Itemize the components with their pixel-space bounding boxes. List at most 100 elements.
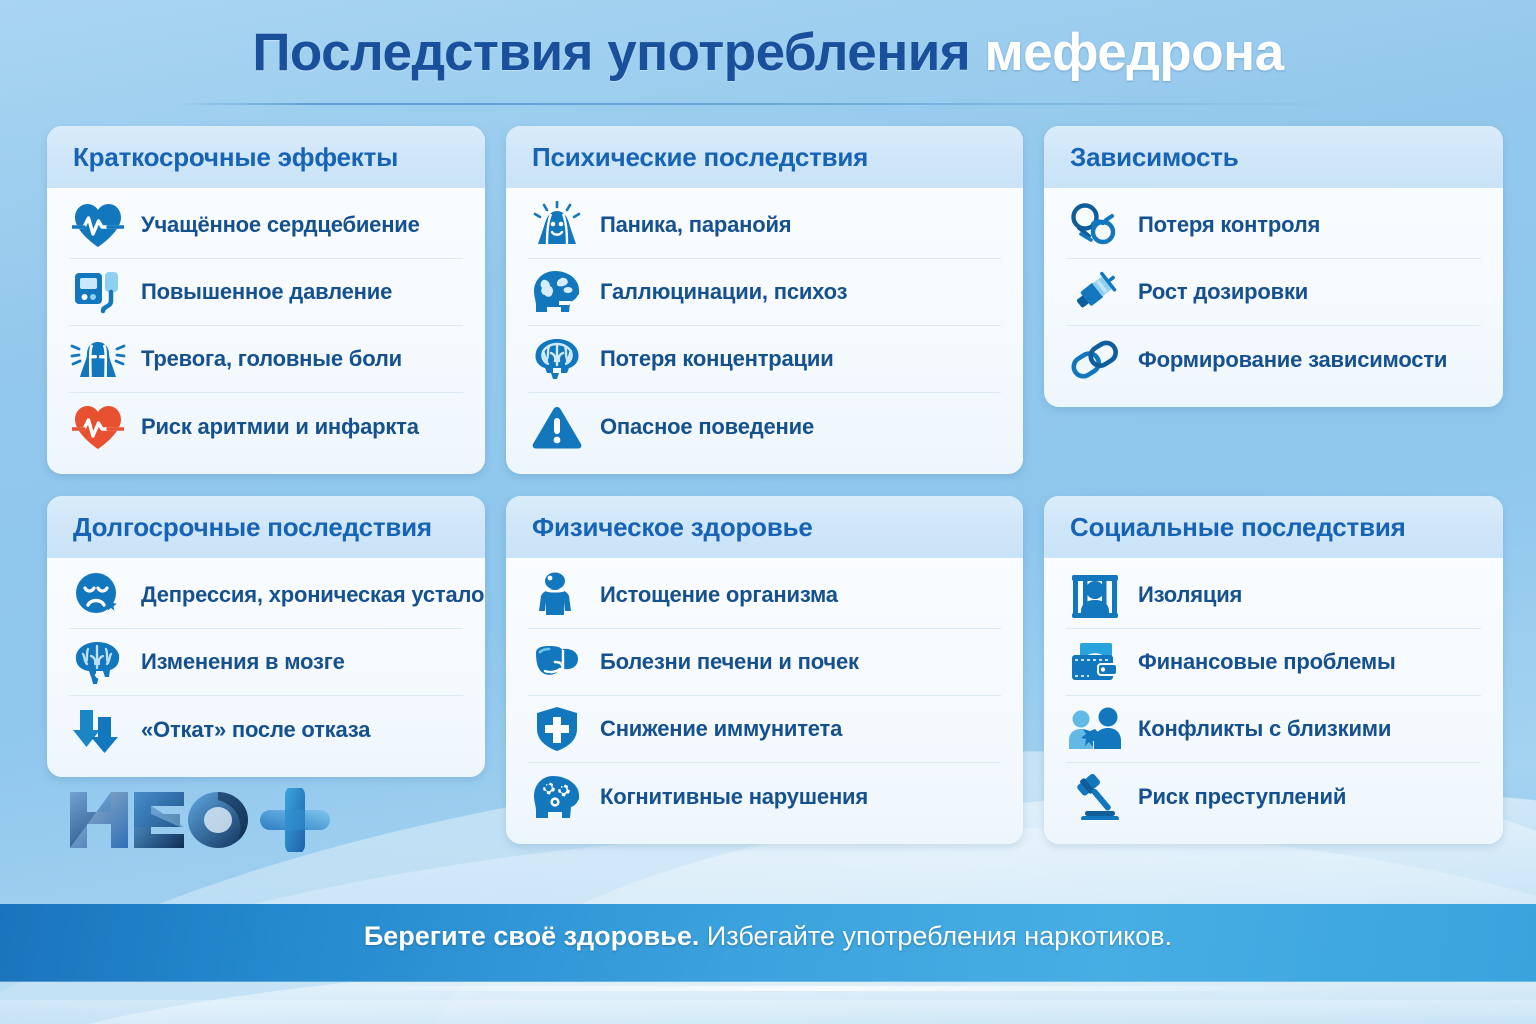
panic-figure-icon bbox=[528, 197, 586, 253]
card-body: Учащённое сердцебиение Повышенное bbox=[47, 188, 485, 474]
people-conflict-icon bbox=[1066, 701, 1124, 757]
card-long-term-consequences: Долгосрочные последствия Депрессия, хрон… bbox=[47, 496, 485, 777]
list-item[interactable]: Болезни печени и почек bbox=[528, 629, 1001, 696]
heart-pulse-icon bbox=[69, 197, 127, 253]
brand-logo bbox=[66, 785, 336, 855]
card-physical-health: Физическое здоровье Истощение организма bbox=[506, 496, 1023, 844]
heart-pulse-red-icon bbox=[69, 399, 127, 455]
list-item[interactable]: Тревога, головные боли bbox=[69, 326, 463, 393]
card-header: Физическое здоровье bbox=[506, 496, 1023, 558]
warning-triangle-icon bbox=[528, 399, 586, 455]
card-title: Зависимость bbox=[1070, 142, 1239, 172]
list-item-label: Риск аритмии и инфаркта bbox=[141, 413, 419, 439]
card-title: Физическое здоровье bbox=[532, 512, 813, 542]
list-item-label: Изоляция bbox=[1138, 582, 1243, 607]
list-item-label: Потеря контроля bbox=[1138, 212, 1321, 237]
list-item-label: Болезни печени и почек bbox=[600, 649, 859, 674]
card-addiction: Зависимость Потеря контроля bbox=[1044, 126, 1503, 407]
list-item[interactable]: Изоляция bbox=[1066, 562, 1481, 629]
list-item[interactable]: Финансовые проблемы bbox=[1066, 629, 1481, 696]
list-item-label: Учащённое сердцебиение bbox=[141, 212, 420, 237]
list-item[interactable]: Учащённое сердцебиение bbox=[69, 192, 463, 259]
person-behind-bars-icon bbox=[1066, 567, 1124, 623]
card-body: Истощение организма Болезни печен bbox=[506, 558, 1023, 844]
list-item[interactable]: Риск аритмии и инфаркта bbox=[69, 393, 463, 460]
list-item[interactable]: Паника, паранойя bbox=[528, 192, 1001, 259]
card-header: Долгосрочные последствия bbox=[47, 496, 485, 558]
page-title-accent: мефедрона bbox=[984, 23, 1284, 82]
card-title: Психические последствия bbox=[532, 142, 869, 172]
brain-icon bbox=[528, 331, 586, 387]
list-item[interactable]: Рост дозировки bbox=[1066, 259, 1481, 326]
list-item-label: Рост дозировки bbox=[1138, 279, 1309, 304]
down-arrows-icon bbox=[69, 702, 127, 758]
footer-message-bold: Берегите своё здоровье. bbox=[363, 921, 700, 951]
list-item[interactable]: «Откат» после отказа bbox=[69, 696, 463, 763]
footer-band bbox=[0, 904, 1536, 982]
list-item[interactable]: Потеря концентрации bbox=[528, 326, 1001, 393]
list-item[interactable]: Опасное поведение bbox=[528, 393, 1001, 460]
list-item-label: Когнитивные нарушения bbox=[600, 783, 869, 809]
wallet-card-icon bbox=[1066, 634, 1124, 690]
card-header: Социальные последствия bbox=[1044, 496, 1503, 558]
list-item-label: Формирование зависимости bbox=[1138, 346, 1448, 372]
footer-message: Берегите своё здоровье. Избегайте употре… bbox=[0, 921, 1536, 952]
syringe-icon bbox=[1066, 264, 1124, 320]
list-item-label: Повышенное давление bbox=[141, 279, 393, 304]
list-item[interactable]: Снижение иммунитета bbox=[528, 696, 1001, 763]
list-item[interactable]: Конфликты с близкими bbox=[1066, 696, 1481, 763]
card-mental-consequences: Психические последствия bbox=[506, 126, 1023, 474]
card-header: Психические последствия bbox=[506, 126, 1023, 188]
list-item-label: Потеря концентрации bbox=[600, 346, 834, 371]
card-title: Краткосрочные эффекты bbox=[73, 142, 399, 172]
card-title: Долгосрочные последствия bbox=[73, 512, 432, 542]
list-item-label: Тревога, головные боли bbox=[141, 346, 402, 371]
card-header: Зависимость bbox=[1044, 126, 1503, 188]
list-item[interactable]: Потеря контроля bbox=[1066, 192, 1481, 259]
card-title: Социальные последствия bbox=[1070, 512, 1406, 542]
list-item[interactable]: Изменения в мозге bbox=[69, 629, 463, 696]
list-item-label: Конфликты с близкими bbox=[1138, 716, 1392, 741]
list-item-label: Депрессия, хроническая усталость bbox=[141, 582, 485, 607]
footer-shine bbox=[260, 986, 1360, 991]
page-title-primary: Последствия употребления bbox=[252, 23, 985, 82]
list-item[interactable]: Риск преступлений bbox=[1066, 763, 1481, 830]
background-wave-5 bbox=[0, 1000, 1536, 1024]
page-title: Последствия употребления мефедрона bbox=[0, 22, 1536, 83]
list-item-label: Изменения в мозге bbox=[141, 649, 345, 674]
handcuffs-icon bbox=[1066, 197, 1124, 253]
title-divider bbox=[175, 103, 1361, 105]
list-item[interactable]: Истощение организма bbox=[528, 562, 1001, 629]
gavel-icon bbox=[1066, 769, 1124, 825]
list-item-label: Истощение организма bbox=[600, 582, 838, 607]
card-short-term-effects: Краткосрочные эффекты Учащённое сердцеби… bbox=[47, 126, 485, 474]
list-item[interactable]: Галлюцинации, психоз bbox=[528, 259, 1001, 326]
card-body: Паника, паранойя Галлюцинации, пс bbox=[506, 188, 1023, 474]
footer-message-regular: Избегайте употребления наркотиков. bbox=[699, 921, 1173, 951]
head-hallucination-icon bbox=[528, 264, 586, 320]
shield-cross-icon bbox=[528, 701, 586, 757]
card-body: Депрессия, хроническая усталость Изменен… bbox=[47, 558, 485, 777]
list-item-label: Риск преступлений bbox=[1138, 783, 1347, 809]
list-item-label: Галлюцинации, психоз bbox=[600, 279, 848, 304]
card-body: Изоляция Финансовы bbox=[1044, 558, 1503, 844]
list-item[interactable]: Повышенное давление bbox=[69, 259, 463, 326]
head-gears-icon bbox=[528, 769, 586, 825]
brain-tree-icon bbox=[69, 634, 127, 690]
liver-kidney-icon bbox=[528, 634, 586, 690]
list-item[interactable]: Когнитивные нарушения bbox=[528, 763, 1001, 830]
card-header: Краткосрочные эффекты bbox=[47, 126, 485, 188]
card-body: Потеря контроля bbox=[1044, 188, 1503, 407]
card-social-consequences: Социальные последствия bbox=[1044, 496, 1503, 844]
list-item-label: Паника, паранойя bbox=[600, 212, 792, 237]
list-item-label: Финансовые проблемы bbox=[1138, 649, 1396, 674]
list-item-label: «Откат» после отказа bbox=[141, 716, 371, 742]
blood-pressure-monitor-icon bbox=[69, 264, 127, 320]
list-item-label: Опасное поведение bbox=[600, 413, 814, 439]
sad-face-icon bbox=[69, 567, 127, 623]
headache-person-icon bbox=[69, 331, 127, 387]
list-item-label: Снижение иммунитета bbox=[600, 716, 843, 741]
list-item[interactable]: Депрессия, хроническая усталость bbox=[69, 562, 485, 629]
list-item[interactable]: Формирование зависимости bbox=[1066, 326, 1481, 393]
